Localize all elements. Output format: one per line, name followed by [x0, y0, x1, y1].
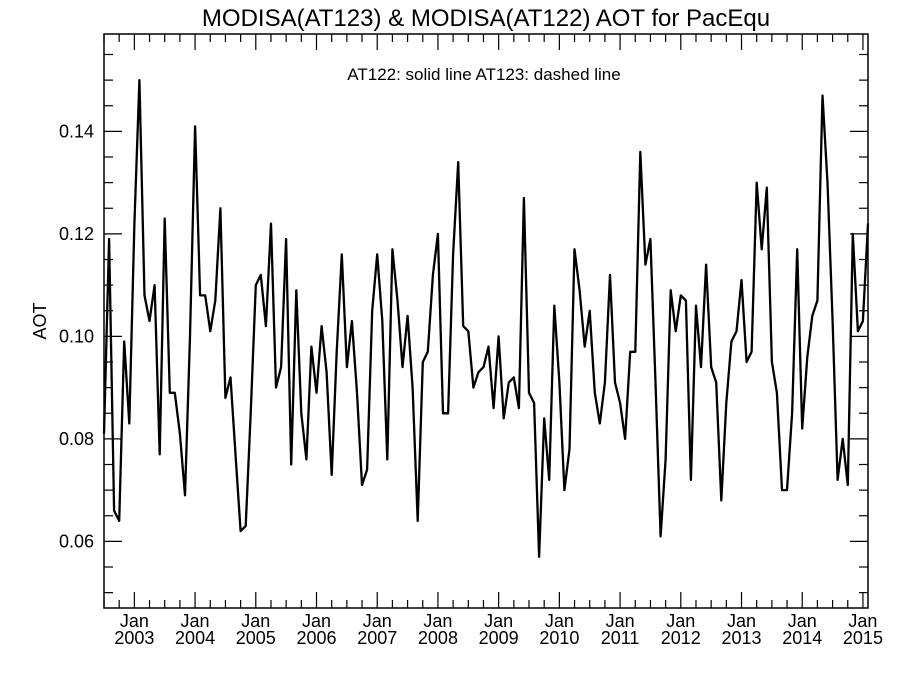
- x-tick-year-label: 2003: [114, 628, 154, 648]
- x-tick-month-label: Jan: [848, 611, 877, 631]
- x-tick-month-label: Jan: [545, 611, 574, 631]
- plot-area-frame: [103, 33, 869, 609]
- x-tick-month-label: Jan: [120, 611, 149, 631]
- chart-title: MODISA(AT123) & MODISA(AT122) AOT for Pa…: [202, 5, 770, 32]
- x-tick-month-label: Jan: [423, 611, 452, 631]
- x-tick-year-label: 2007: [357, 628, 397, 648]
- y-tick-label: 0.06: [59, 531, 94, 551]
- x-tick-month-label: Jan: [241, 611, 270, 631]
- x-tick-month-label: Jan: [666, 611, 695, 631]
- x-tick-month-label: Jan: [606, 611, 635, 631]
- y-tick-label: 0.12: [59, 224, 94, 244]
- y-tick-labels: 0.06 0.08 0.10 0.12 0.14: [59, 121, 94, 551]
- x-tick-month-label: Jan: [484, 611, 513, 631]
- y-tick-label: 0.10: [59, 326, 94, 346]
- x-tick-year-label: 2010: [539, 628, 579, 648]
- x-tick-year-label: 2008: [418, 628, 458, 648]
- x-tick-year-label: 2006: [296, 628, 336, 648]
- x-tick-year-label: 2012: [661, 628, 701, 648]
- x-tick-year-label: 2005: [236, 628, 276, 648]
- line-style-annotation: AT122: solid line AT123: dashed line: [347, 65, 620, 84]
- series-layer: [102, 78, 870, 558]
- y-tick-label: 0.08: [59, 429, 94, 449]
- x-tick-month-label: Jan: [363, 611, 392, 631]
- x-tick-month-label: Jan: [181, 611, 210, 631]
- x-tick-month-label: Jan: [302, 611, 331, 631]
- x-tick-year-label: 2009: [479, 628, 519, 648]
- x-tick-year-label: 2015: [843, 628, 883, 648]
- y-tick-label: 0.14: [59, 121, 94, 141]
- x-tick-year-label: 2011: [601, 628, 640, 648]
- y-axis-label: AOT: [30, 302, 50, 339]
- x-tick-year-label: 2014: [782, 628, 822, 648]
- series-line-at122: [102, 78, 870, 558]
- x-tick-month-label: Jan: [727, 611, 756, 631]
- x-tick-year-label: 2013: [721, 628, 761, 648]
- x-tick-year-label: 2004: [175, 628, 215, 648]
- x-tick-labels: Jan2003Jan2004Jan2005Jan2006Jan2007Jan20…: [114, 611, 883, 648]
- x-tick-month-label: Jan: [788, 611, 817, 631]
